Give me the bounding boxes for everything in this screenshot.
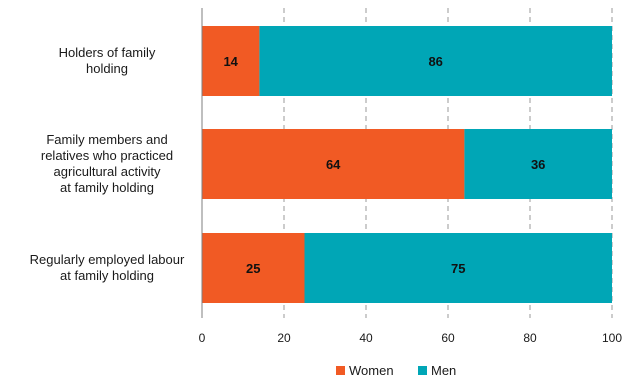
data-label-men-0: 86: [428, 54, 442, 69]
category-label-line: Holders of family: [59, 45, 156, 60]
category-label-line: relatives who practiced: [41, 148, 173, 163]
x-tick-label-20: 20: [277, 331, 291, 345]
legend: Women Men: [336, 363, 456, 378]
data-label-men-1: 36: [531, 157, 545, 172]
x-tick-label-100: 100: [602, 331, 622, 345]
data-label-women-0: 14: [223, 54, 238, 69]
x-tick-label-0: 0: [199, 331, 206, 345]
bar-women-2: [202, 233, 305, 303]
category-label-2: Regularly employed labour at family holdi…: [30, 252, 185, 283]
category-label-line: holding: [86, 61, 128, 76]
category-label-line: Regularly employed labour: [30, 252, 185, 267]
legend-swatch-women: [336, 366, 345, 375]
data-label-women-1: 64: [326, 157, 341, 172]
legend-label-women: Women: [349, 363, 394, 378]
x-tick-label-60: 60: [441, 331, 455, 345]
bar-men-2: [304, 233, 612, 303]
bar-men-1: [464, 129, 612, 199]
category-label-line: at family holding: [60, 268, 154, 283]
category-label-line: agricultural activity: [54, 164, 161, 179]
category-label-line: Family members and: [46, 132, 167, 147]
data-label-women-2: 25: [246, 261, 260, 276]
bar-men-0: [259, 26, 612, 96]
legend-label-men: Men: [431, 363, 456, 378]
x-tick-label-80: 80: [523, 331, 537, 345]
data-label-men-2: 75: [451, 261, 465, 276]
category-label-0: Holders of family holding: [59, 45, 156, 76]
bars: 14 86 64 36 25 75: [202, 26, 612, 303]
category-labels: Holders of family holding Family members a…: [30, 45, 185, 283]
x-tick-label-40: 40: [359, 331, 373, 345]
bar-women-0: [202, 26, 260, 96]
bar-women-1: [202, 129, 465, 199]
category-label-line: at family holding: [60, 180, 154, 195]
legend-swatch-men: [418, 366, 427, 375]
category-label-1: Family members and relatives who practice…: [41, 132, 173, 195]
axes: 0 20 40 60 80 100: [199, 8, 622, 345]
